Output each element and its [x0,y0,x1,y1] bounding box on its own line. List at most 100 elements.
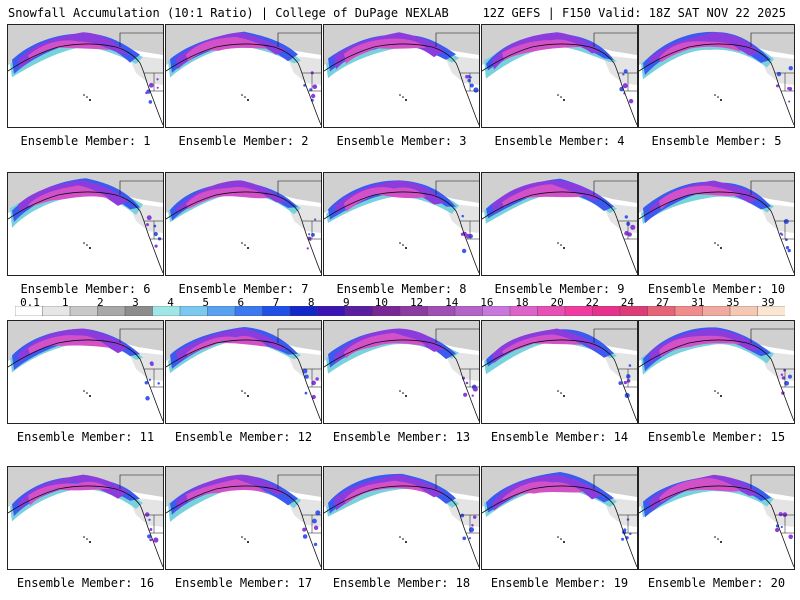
hawaii-island [247,99,249,101]
mountain-snow-speck [149,528,153,531]
ensemble-member-caption: Ensemble Member: 1 [20,134,151,148]
state-lines [302,368,321,388]
mountain-snow-speck [314,218,317,221]
state-lines [775,220,794,240]
mountain-snow-speck [149,538,153,542]
colorbar-segment [207,306,236,316]
coastline [639,339,794,422]
mountain-snow-speck [156,86,159,89]
mountain-snow-speck [465,74,469,79]
mountain-snow-speck [468,527,475,533]
hawaii-island [560,392,562,394]
mountain-snow-speck [311,394,316,400]
hawaii-island [83,390,85,392]
heavy-snow-band [176,32,286,70]
mountain-snow-speck [315,510,321,516]
mountain-snow-speck [311,380,316,386]
ensemble-map-panel [165,24,322,128]
ensemble-map-panel [323,466,480,570]
mountain-snow-speck [471,524,474,527]
max-snow-core [186,335,268,357]
ensemble-map-panel [481,24,638,128]
ensemble-member-caption: Ensemble Member: 18 [332,576,471,590]
heavy-snow-band [649,180,759,214]
max-snow-core [659,478,741,503]
hawaii-island [405,247,407,249]
heavy-snow-band [649,474,759,511]
max-snow-core [502,39,584,61]
mountain-snow-speck [472,386,478,392]
mountain-snow-speck [148,518,151,521]
land-snow-shading [482,321,637,361]
mountain-snow-speck [313,525,319,530]
mountain-snow-speck [460,513,465,518]
mountain-snow-speck [145,396,150,401]
max-snow-core [344,187,426,212]
coastline [324,191,479,274]
hawaii-island [402,392,404,394]
mountain-snow-speck [778,512,783,517]
coastline [639,191,794,274]
hawaii-island [241,390,243,392]
ensemble-member-caption: Ensemble Member: 5 [651,134,782,148]
ensemble-member-caption: Ensemble Member: 4 [494,134,625,148]
hawaii-island [89,99,91,101]
valid-time-label: 12Z GEFS | F150 Valid: 18Z SAT NOV 22 20… [482,6,786,20]
mountain-snow-speck [626,379,631,383]
border-line [593,328,637,343]
ensemble-map-panel [481,320,638,424]
hawaii-island [405,541,407,543]
colorbar-tick-label: 6 [237,296,245,309]
mountain-snow-speck [630,224,636,230]
mountain-snow-speck [310,93,316,99]
mountain-snow-speck [775,527,780,533]
hawaii-island [83,94,85,96]
colorbar-tick-label: 2 [96,296,104,309]
colorbar-tick-label: 24 [620,296,635,309]
state-lines [302,72,321,92]
max-snow-core [186,36,268,62]
mountain-snow-speck [302,368,308,374]
hawaii-island [399,94,401,96]
border-line [750,32,794,47]
land-snow-shading [324,25,479,65]
mountain-snow-speck [788,66,793,71]
mountain-snow-speck [306,247,309,250]
land-snow-shading [324,321,479,361]
mountain-snow-speck [624,231,629,236]
mountain-snow-speck [153,231,158,237]
hawaii-island [244,392,246,394]
ensemble-member-caption: Ensemble Member: 11 [16,430,155,444]
land-snow-shading [166,173,321,213]
mountain-snow-speck [473,87,479,93]
hawaii-island [563,541,565,543]
mountain-snow-speck [776,71,782,77]
ensemble-map-panel [323,24,480,128]
border-line [277,474,321,489]
colorbar-tick-label: 12 [409,296,424,309]
ensemble-map-panel [638,24,795,128]
border-line [593,180,637,195]
ensemble-member-caption: Ensemble Member: 14 [490,430,629,444]
mountain-snow-speck [461,248,467,254]
hawaii-island [83,242,85,244]
ensemble-member-caption: Ensemble Member: 15 [647,430,786,444]
hawaii-island [241,536,243,538]
hawaii-island [714,242,716,244]
coastline [482,339,637,422]
mountain-snow-speck [783,368,786,372]
ensemble-member-caption: Ensemble Member: 3 [336,134,467,148]
ensemble-map-panel [7,24,164,128]
max-snow-core [502,334,584,355]
hawaii-island [557,94,559,96]
land-snow-shading [166,25,321,65]
heavy-snow-band [334,180,444,214]
ensemble-map-panel [323,172,480,276]
mountain-snow-speck [148,100,153,104]
border-line [750,180,794,195]
colorbar-segment [69,306,99,316]
colorbar-segment [454,306,484,316]
heavy-snow-band [649,32,759,65]
hawaii-island [405,395,407,397]
mountain-snow-speck [145,91,148,95]
